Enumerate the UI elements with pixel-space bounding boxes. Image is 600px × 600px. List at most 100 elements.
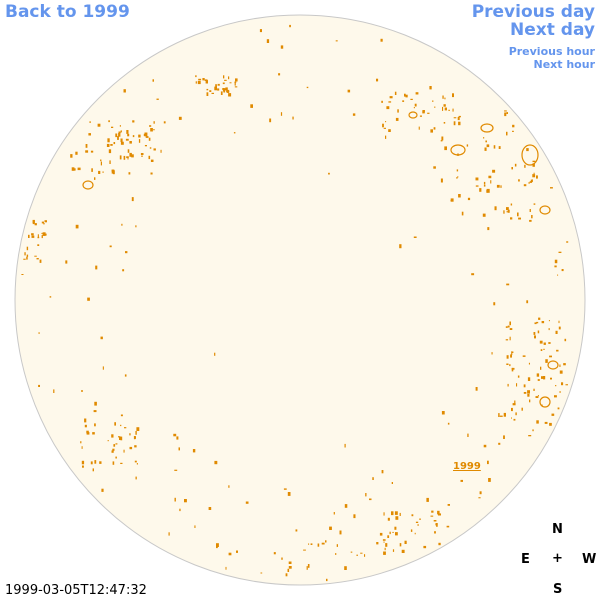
contour-speckle <box>89 121 91 123</box>
contour-speckle <box>496 184 500 188</box>
contour-speckle <box>427 112 430 114</box>
contour-speckle <box>535 396 539 398</box>
contour-speckle <box>369 498 372 501</box>
contour-speckle <box>125 138 129 141</box>
contour-speckle <box>505 339 509 341</box>
contour-speckle <box>192 449 196 453</box>
contour-speckle <box>448 109 450 111</box>
contour-loop <box>539 396 551 408</box>
contour-speckle <box>423 545 427 549</box>
contour-speckle <box>108 149 112 154</box>
contour-speckle <box>561 269 564 272</box>
contour-speckle <box>467 197 471 201</box>
contour-speckle <box>245 501 249 504</box>
previous-hour-link[interactable]: Previous hour <box>508 45 595 58</box>
contour-speckle <box>483 184 486 187</box>
compass-east-label: E <box>521 552 530 567</box>
contour-speckle <box>73 168 76 171</box>
previous-day-link[interactable]: Previous day <box>471 2 595 22</box>
contour-speckle <box>517 212 519 217</box>
contour-speckle <box>184 499 187 503</box>
contour-speckle <box>414 532 416 535</box>
contour-speckle <box>98 170 101 174</box>
contour-speckle <box>510 217 513 220</box>
contour-speckle <box>112 170 115 175</box>
contour-speckle <box>356 554 358 556</box>
contour-speckle <box>223 75 225 79</box>
contour-speckle <box>84 424 87 428</box>
contour-speckle <box>134 460 137 463</box>
contour-speckle <box>536 175 538 179</box>
contour-speckle <box>537 379 540 381</box>
contour-speckle <box>499 415 503 417</box>
contour-speckle <box>160 149 162 153</box>
back-to-year-link[interactable]: Back to 1999 <box>5 2 130 22</box>
contour-speckle <box>214 460 218 465</box>
contour-speckle <box>353 514 356 519</box>
contour-speckle <box>144 132 148 137</box>
contour-speckle <box>113 444 116 447</box>
contour-speckle <box>511 367 515 370</box>
contour-speckle <box>87 297 90 301</box>
contour-speckle <box>123 449 125 453</box>
contour-speckle <box>555 330 558 334</box>
contour-speckle <box>285 573 288 577</box>
contour-speckle <box>34 255 37 257</box>
contour-speckle <box>383 551 386 555</box>
contour-speckle <box>479 188 482 192</box>
contour-speckle <box>38 384 40 387</box>
contour-speckle <box>543 342 546 345</box>
contour-speckle <box>120 424 122 427</box>
contour-speckle <box>461 211 464 216</box>
contour-speckle <box>206 92 209 96</box>
contour-speckle <box>111 450 114 453</box>
next-day-link[interactable]: Next day <box>510 20 595 40</box>
contour-speckle <box>401 549 405 553</box>
contour-speckle <box>110 144 113 146</box>
contour-speckle <box>516 383 518 387</box>
contour-speckle <box>395 532 398 536</box>
contour-speckle <box>537 395 539 397</box>
contour-speckle <box>109 160 111 164</box>
contour-speckle <box>138 134 141 138</box>
contour-speckle <box>402 100 404 102</box>
contour-speckle <box>71 167 75 171</box>
contour-speckle <box>178 447 180 451</box>
year-link[interactable]: 1999 <box>453 461 481 472</box>
contour-speckle <box>26 254 29 257</box>
contour-speckle <box>215 84 217 88</box>
contour-speckle <box>512 130 514 132</box>
contour-speckle <box>250 104 253 108</box>
contour-speckle <box>392 549 395 552</box>
contour-loop <box>450 144 466 156</box>
contour-speckle <box>92 432 95 435</box>
contour-speckle <box>514 400 516 405</box>
contour-speckle <box>533 172 535 174</box>
next-hour-link[interactable]: Next hour <box>533 58 596 71</box>
contour-speckle <box>541 404 543 406</box>
contour-speckle <box>344 566 347 570</box>
contour-speckle <box>558 326 561 330</box>
contour-speckle <box>433 166 436 169</box>
contour-speckle <box>295 529 298 532</box>
contour-speckle <box>551 413 555 416</box>
contour-speckle <box>229 82 232 84</box>
contour-speckle <box>500 185 502 188</box>
contour-speckle <box>444 146 447 151</box>
contour-speckle <box>397 109 399 113</box>
contour-speckle <box>222 82 225 85</box>
contour-speckle <box>288 566 292 569</box>
contour-speckle <box>410 529 413 532</box>
contour-speckle <box>558 251 562 253</box>
contour-speckle <box>382 539 386 541</box>
contour-speckle <box>488 478 491 482</box>
contour-speckle <box>485 140 487 143</box>
contour-speckle <box>532 429 534 432</box>
contour-speckle <box>94 401 97 406</box>
contour-speckle <box>438 542 441 546</box>
contour-speckle <box>385 543 388 547</box>
contour-speckle <box>531 215 533 219</box>
contour-speckle <box>437 510 440 515</box>
contour-speckle <box>431 510 434 513</box>
contour-speckle <box>557 274 559 276</box>
